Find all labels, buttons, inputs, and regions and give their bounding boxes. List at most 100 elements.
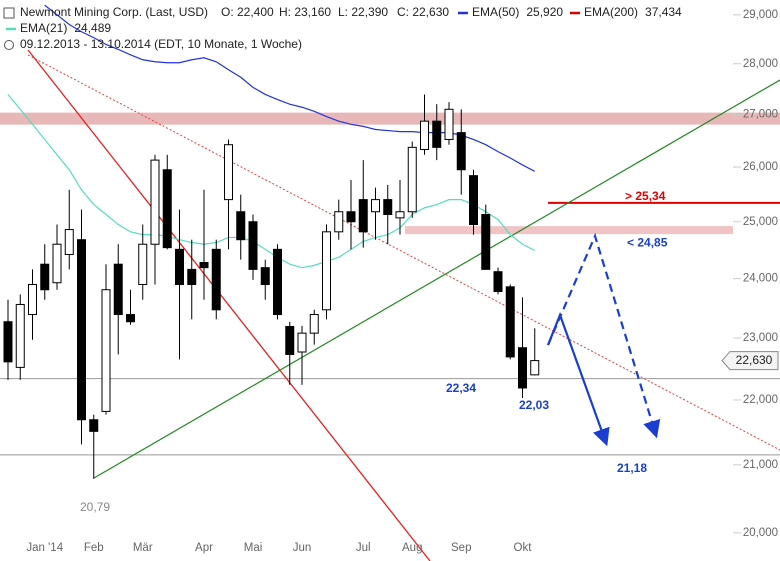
y-tick-label: 22,000 [743,394,778,406]
quote: H: 23,160 [279,5,331,19]
chart-title: Newmont Mining Corp. (Last, USD) [20,5,208,19]
candle-body [383,199,393,216]
candle-body [150,159,160,245]
last-price-label: 22,630 [736,353,773,367]
candle-body [371,199,380,213]
x-tick-label: Feb [84,542,104,554]
y-tick-label: 26,000 [743,161,778,173]
trendlines [27,49,780,561]
legend: EMA(50) 25,920 EMA(200) 37,434 EMA(21) 24,489 [6,5,682,35]
candle-body [469,175,478,226]
x-tick-label: Mai [244,542,263,554]
candle-body [113,263,123,316]
candle-body [420,120,429,150]
candle-body [322,231,331,311]
quote: C: 22,630 [397,5,449,19]
y-tick-label: 20,000 [743,527,778,539]
levels [0,112,780,456]
candle-body [309,314,319,334]
candle-body [224,144,233,201]
candle-body [89,419,99,432]
candle-body [530,360,540,376]
quote: O: 22,400 [221,5,274,19]
candle-body [493,271,503,292]
candles [3,94,540,479]
candle-body [505,286,515,358]
candle-body [248,221,258,270]
arrow-solid [546,311,610,447]
icon [3,7,15,19]
ema-line [7,94,536,269]
annotation: 22,34 [446,381,476,395]
x-tick-label: Jan '14 [26,542,63,554]
candle-body [358,199,368,233]
candle-body [3,321,13,363]
y-tick-label: 29,000 [743,9,778,21]
candle-body [138,243,148,285]
candle-body [52,243,62,284]
candle-body [40,263,50,291]
candle-body [15,303,25,368]
x-tick-label: Mär [133,542,153,554]
candle-body [297,332,307,353]
quote: L: 22,390 [338,5,388,19]
candle-body [126,314,135,323]
arrow-dashed [546,232,661,439]
candle-body [260,267,270,285]
legend-value: 37,434 [645,5,682,19]
candle-body [236,211,246,241]
annotation: 21,18 [617,461,647,475]
legend-value: 24,489 [74,21,111,35]
y-axis: 20,000 21,000 22,000 23,000 24,000 25,000 26,0… [26,9,778,554]
annotation: > 25,34 [625,189,666,203]
x-tick-label: Jul [356,542,371,554]
candle-body [395,211,405,219]
y-tick-label: 23,000 [743,332,778,344]
trendline-red [27,49,431,561]
candle-body [175,248,184,285]
icon [4,40,14,50]
annotation: 20,79 [80,500,110,514]
y-tick-label: 21,000 [743,459,778,471]
candle-body [101,289,111,412]
trendline-green [93,79,780,479]
candle-body [211,248,221,311]
candle-body [162,169,172,249]
candle-body [481,214,491,270]
candle-body [444,108,454,140]
x-tick-label: Aug [402,542,422,554]
candle-body [28,283,37,316]
trendline-dotted [27,54,780,451]
candle-body [187,268,197,285]
annotation: 22,03 [519,398,549,412]
candle-body [334,211,344,233]
candle-body [77,239,86,421]
x-tick-label: Apr [195,542,213,554]
legend-label: EMA(200) [584,5,638,19]
candle-body [273,248,282,316]
y-tick-label: 24,000 [743,273,778,285]
x-tick-label: Okt [514,542,533,554]
candle-body [518,347,527,389]
y-tick-label: 27,000 [743,108,778,120]
legend-label: EMA(21) [20,21,67,35]
chart-subtitle: 09.12.2013 - 13.10.2014 (EDT, 10 Monate,… [20,37,302,51]
y-tick-label: 28,000 [743,58,778,70]
candle-body [407,146,417,213]
x-tick-label: Jun [293,542,312,554]
x-tick-label: Sep [451,542,471,554]
candle-body [285,326,295,355]
candle-body [456,132,466,171]
candle-body [199,261,209,269]
candle-body [346,211,356,223]
y-tick-label: 25,000 [743,216,778,228]
candle-body [432,120,442,148]
last-price-box [721,351,779,371]
header: Newmont Mining Corp. (Last, USD) O: 22,4… [3,5,449,51]
legend-label: EMA(50) [472,5,519,19]
legend-value: 25,920 [526,5,563,19]
arrows [546,232,661,447]
annotation: < 24,85 [627,235,668,249]
